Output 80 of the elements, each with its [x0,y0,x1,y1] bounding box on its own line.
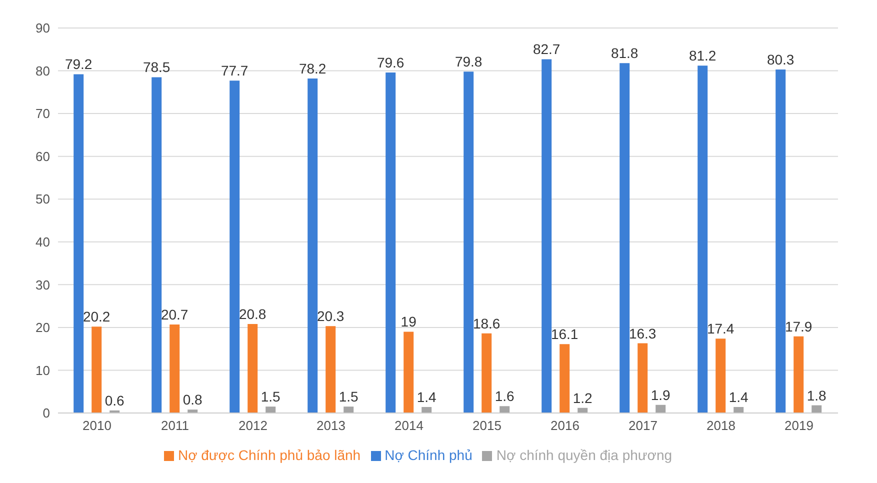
data-label: 1.4 [416,389,437,406]
data-label: 0.6 [104,392,125,408]
bar [812,405,822,413]
y-tick-label: 60 [36,148,50,164]
legend-label: Nợ chính quyền địa phương [496,447,672,463]
data-label: 1.2 [572,390,593,406]
x-tick-label: 2017 [628,418,658,434]
y-tick-label: 90 [36,20,50,36]
legend-label: Nợ Chính phủ [384,447,472,463]
bar [230,80,240,413]
x-tick-label: 2014 [394,418,424,434]
bar [698,66,708,413]
bar [560,344,570,413]
y-tick-label: 40 [36,234,50,250]
bar [620,63,630,413]
data-label: 16.3 [628,325,656,342]
bar [422,407,432,413]
bar [638,343,648,413]
x-tick-label: 2019 [784,418,814,434]
legend-label: Nợ được Chính phủ bảo lãnh [178,447,361,463]
x-tick-label: 2010 [82,418,112,434]
data-label: 1.5 [338,388,359,405]
y-tick-label: 30 [36,277,50,292]
x-tick-label: 2016 [550,418,580,434]
data-label: 16.1 [550,326,578,342]
bar [734,407,744,413]
y-tick-label: 80 [36,63,50,78]
data-label: 79.8 [454,54,482,70]
bar [482,333,492,413]
x-tick-label: 2013 [316,418,346,434]
bar [92,326,102,413]
bar [344,406,354,413]
data-label: 81.2 [688,48,716,64]
y-tick-label: 50 [36,192,50,207]
x-tick-label: 2012 [238,418,268,434]
data-label: 78.5 [142,59,170,76]
y-tick-label: 20 [36,320,50,336]
bar [716,338,726,413]
bar [386,72,396,413]
x-tick-label: 2015 [472,418,502,434]
bar [656,404,666,413]
bar [170,324,180,413]
data-label: 20.2 [82,308,110,325]
data-label: 17.4 [706,320,734,337]
data-label: 1.6 [494,388,515,404]
bar [500,406,510,413]
data-label: 0.8 [182,392,203,408]
bar [326,326,336,413]
data-label: 20.8 [238,306,266,322]
data-label: 17.9 [784,318,812,334]
data-label: 78.2 [298,60,326,76]
x-tick-label: 2018 [706,418,736,434]
bar [776,69,786,413]
data-label: 80.3 [766,51,794,68]
data-label: 20.3 [316,308,344,324]
bar [152,77,162,413]
data-label: 18.6 [472,315,500,332]
data-label: 1.8 [806,387,827,404]
x-tick-label: 2011 [161,418,189,434]
bar [308,78,318,413]
data-label: 82.7 [532,41,560,58]
bar [266,406,276,413]
bar [794,336,804,413]
bar [74,74,84,413]
data-label: 20.7 [160,306,188,322]
bar [404,332,414,413]
data-label: 77.7 [220,62,248,79]
data-label: 1.4 [728,389,749,406]
data-label: 19 [400,314,417,330]
data-label: 1.9 [650,386,671,403]
data-label: 79.6 [376,54,404,70]
data-label: 1.5 [260,388,281,405]
y-tick-label: 10 [36,362,50,378]
y-tick-label: 0 [42,406,50,421]
bar [464,72,474,413]
bar [542,59,552,413]
data-label: 81.8 [610,45,638,62]
y-tick-label: 70 [36,106,50,122]
bar [248,324,258,413]
data-label: 79.2 [64,56,92,72]
